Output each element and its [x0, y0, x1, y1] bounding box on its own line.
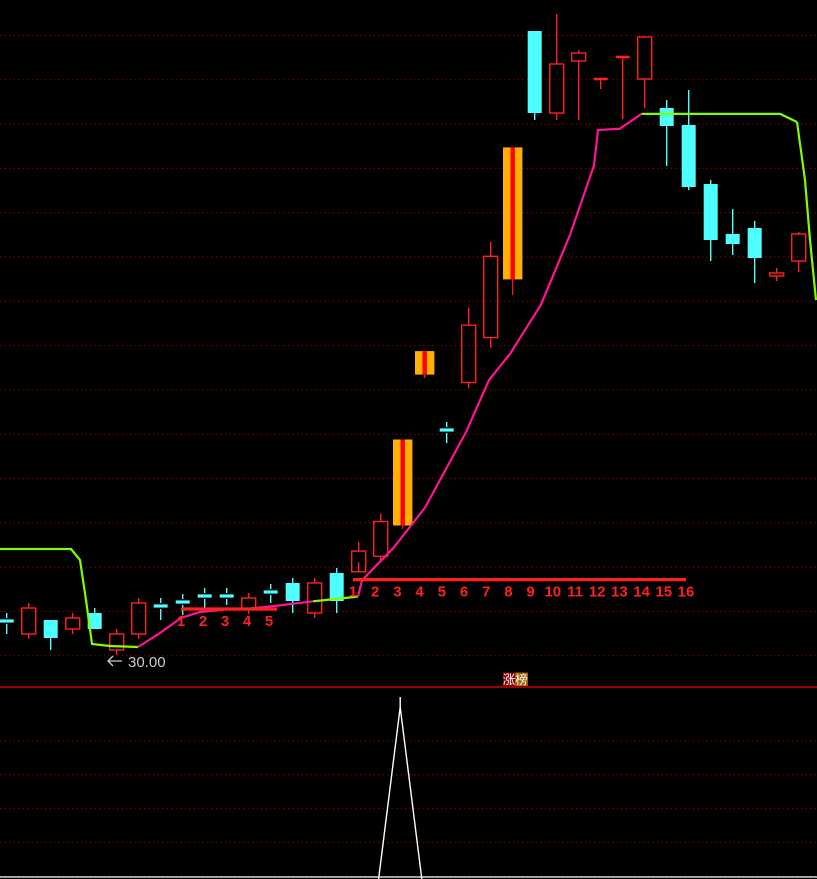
svg-text:4: 4 — [415, 584, 424, 601]
svg-text:16: 16 — [678, 584, 695, 601]
svg-text:2: 2 — [371, 584, 379, 601]
svg-text:3: 3 — [221, 613, 229, 630]
svg-text:15: 15 — [655, 584, 672, 601]
svg-text:30.00: 30.00 — [128, 654, 166, 671]
svg-text:5: 5 — [265, 613, 273, 630]
svg-text:4: 4 — [243, 613, 252, 630]
svg-text:14: 14 — [633, 584, 650, 601]
svg-text:6: 6 — [460, 584, 468, 601]
svg-text:11: 11 — [567, 584, 583, 601]
svg-text:2: 2 — [199, 613, 207, 630]
svg-text:榜: 榜 — [515, 672, 528, 687]
svg-text:3: 3 — [393, 584, 401, 601]
svg-text:涨: 涨 — [503, 672, 516, 687]
svg-text:13: 13 — [611, 584, 628, 601]
svg-text:8: 8 — [504, 584, 512, 601]
svg-text:7: 7 — [482, 584, 490, 601]
svg-text:1: 1 — [177, 613, 185, 630]
svg-text:12: 12 — [589, 584, 606, 601]
svg-text:10: 10 — [544, 584, 561, 601]
svg-text:9: 9 — [526, 584, 534, 601]
svg-text:5: 5 — [438, 584, 446, 601]
svg-text:1: 1 — [349, 584, 357, 601]
